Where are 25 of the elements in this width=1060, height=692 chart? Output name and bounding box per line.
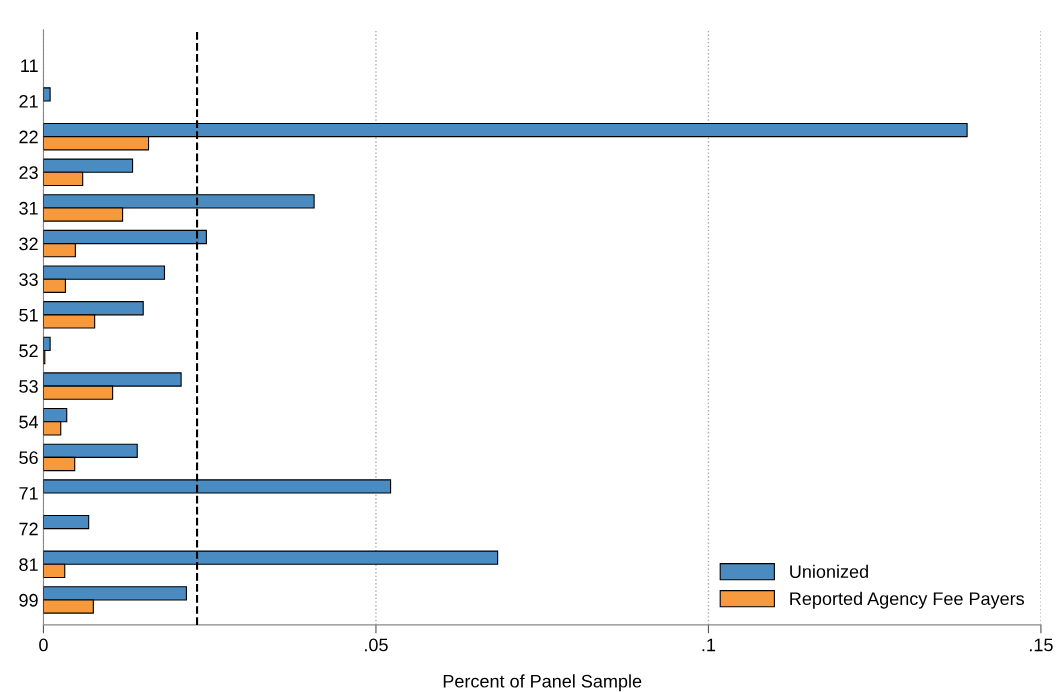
legend-label: Unionized [790, 564, 868, 579]
y-tick-label: 71 [19, 487, 38, 500]
y-tick-label: 33 [19, 273, 38, 286]
y-tick-label: 81 [19, 558, 38, 572]
x-tick-label: 0 [39, 638, 48, 652]
y-tick-label: 23 [19, 166, 38, 180]
y-tick-label: 99 [19, 593, 38, 607]
y-tick-label: 32 [19, 237, 38, 251]
y-tick-label: 54 [19, 415, 39, 429]
y-tick-label: 72 [19, 522, 38, 536]
bar [43, 87, 51, 102]
y-tick-label: 11 [21, 59, 38, 72]
y-tick-label: 22 [19, 130, 38, 144]
y-tick-label: 52 [19, 344, 38, 358]
legend-label: Reported Agency Fee Payers [790, 591, 1025, 609]
y-tick-label: 31 [19, 201, 38, 215]
y-tick-label: 53 [19, 380, 38, 393]
y-tick-label: 21 [19, 94, 38, 108]
bar [43, 514, 90, 530]
x-tick-label: .1 [702, 638, 716, 652]
x-axis-title: Percent of Panel Sample [443, 674, 642, 692]
y-tick-label: 56 [19, 451, 38, 465]
y-tick-label: 51 [19, 308, 38, 322]
x-tick-label: .15 [1030, 638, 1053, 652]
x-tick-label: .05 [365, 638, 388, 652]
